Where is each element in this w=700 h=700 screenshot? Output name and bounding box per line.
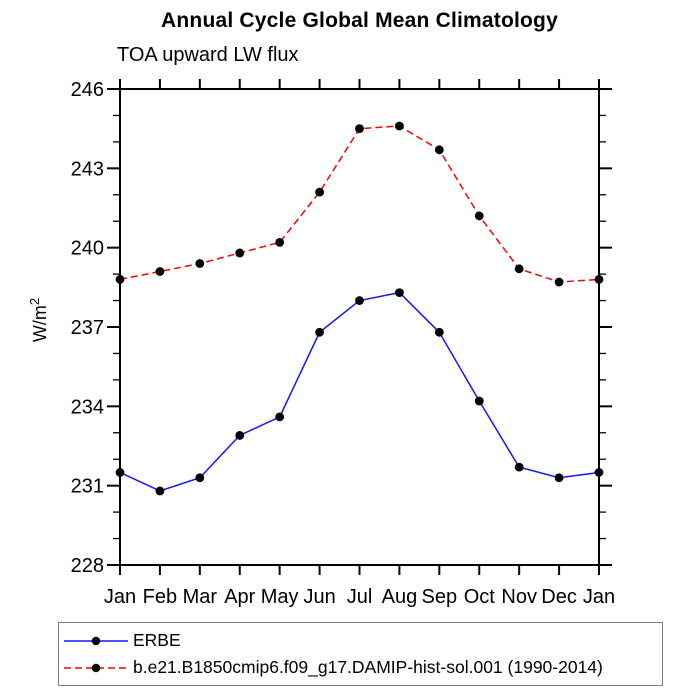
model-dashed-line-swatch-icon [64, 663, 128, 672]
x-tick-label: Sep [422, 586, 458, 608]
chart-title: Annual Cycle Global Mean Climatology [161, 9, 558, 32]
y-tick-label: 240 [71, 238, 104, 260]
y-tick-label: 237 [71, 317, 104, 339]
x-tick-labels: Jan Feb Mar Apr May Jun Jul Aug Sep Oct Nov Dec Jan [104, 586, 615, 608]
x-tick-label: Jun [303, 586, 335, 608]
x-tick-label: Mar [183, 586, 218, 608]
data-point-marker [434, 145, 444, 155]
data-point-marker [355, 124, 364, 134]
y-tick-label: 234 [71, 396, 104, 418]
legend-label-erbe: ERBE [133, 630, 181, 650]
y-tick-labels: 228 231 234 237 240 243 246 [71, 79, 104, 577]
data-point-marker [434, 327, 444, 337]
series-markers-1 [115, 121, 604, 287]
x-tick-label: Jul [347, 586, 373, 608]
x-ticks [119, 79, 600, 575]
data-point-marker [275, 412, 285, 422]
y-tick-label: 228 [71, 555, 104, 577]
x-tick-label: Aug [382, 586, 418, 608]
x-tick-label: Jan [104, 586, 136, 608]
chart-subtitle: TOA upward LW flux [117, 44, 299, 66]
data-point-marker [474, 396, 484, 406]
y-major-ticks [107, 88, 612, 566]
data-point-marker [474, 211, 484, 221]
data-point-marker [195, 259, 205, 268]
data-point-marker [235, 431, 245, 440]
y-tick-label: 231 [71, 476, 104, 498]
y-axis-title: W/m2 [27, 298, 50, 342]
data-point-marker [315, 327, 324, 337]
data-point-marker [275, 237, 285, 247]
series-line-0 [119, 291, 600, 492]
data-point-marker [395, 288, 404, 298]
x-tick-label: Feb [143, 586, 177, 608]
data-point-marker [155, 486, 165, 496]
data-point-marker [594, 275, 604, 284]
x-tick-label: Nov [501, 586, 537, 608]
data-point-marker [235, 248, 245, 258]
data-point-marker [514, 264, 524, 274]
data-point-marker [155, 267, 165, 276]
data-point-marker [554, 277, 564, 287]
data-point-marker [395, 121, 404, 131]
y-tick-label: 246 [71, 79, 104, 101]
y-tick-label: 243 [71, 158, 104, 180]
data-point-marker [594, 468, 604, 477]
x-tick-label: Oct [464, 586, 496, 608]
plot-frame [119, 88, 600, 566]
x-tick-label: May [261, 586, 299, 608]
data-point-marker [554, 473, 564, 483]
x-tick-label: Apr [224, 586, 255, 608]
data-point-marker [514, 462, 524, 472]
x-tick-label: Jan [583, 586, 615, 608]
legend-row-erbe: ERBE [59, 627, 662, 654]
legend-row-model: b.e21.B1850cmip6.f09_g17.DAMIP-hist-sol.… [59, 654, 662, 681]
data-point-marker [355, 296, 364, 305]
series-markers-0 [115, 288, 604, 496]
legend-label-model: b.e21.B1850cmip6.f09_g17.DAMIP-hist-sol.… [133, 657, 603, 677]
data-point-marker [115, 275, 125, 284]
series-line-1 [119, 125, 600, 283]
data-point-marker [315, 187, 324, 197]
erbe-solid-line-swatch-icon [64, 636, 128, 645]
x-tick-label: Dec [541, 586, 577, 608]
y-minor-ticks [113, 114, 606, 540]
data-point-marker [115, 468, 125, 477]
legend: ERBE b.e21.B1850cmip6.f09_g17.DAMIP-hist… [58, 622, 663, 686]
data-point-marker [195, 473, 205, 483]
